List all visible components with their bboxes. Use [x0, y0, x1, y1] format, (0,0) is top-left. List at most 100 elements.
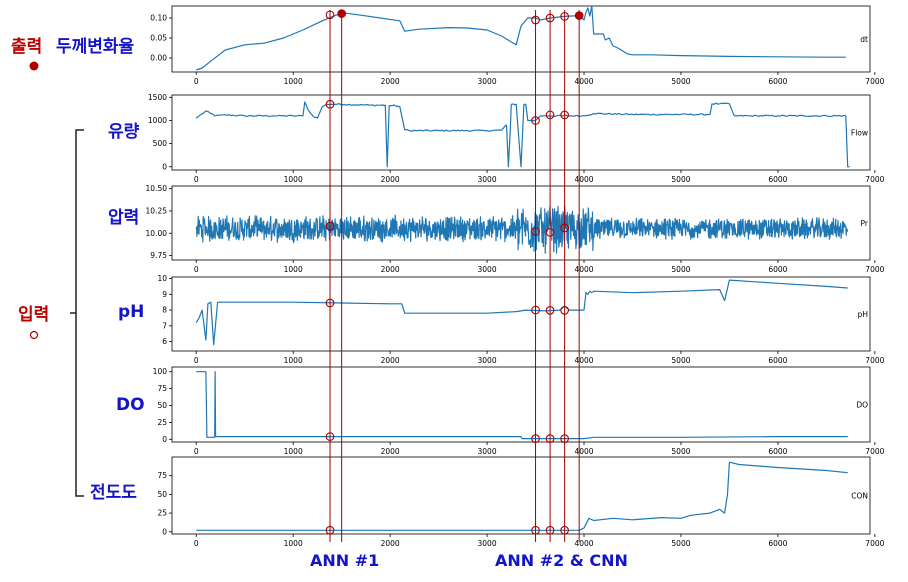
- x-tick-label: 6000: [768, 175, 787, 184]
- series-label-pressure: Pr: [861, 219, 869, 228]
- input-label: 입력: [18, 305, 49, 325]
- plot-area-ph: [195, 279, 848, 346]
- input-label-do: DO: [116, 395, 145, 415]
- input-label-ph: pH: [118, 302, 144, 322]
- y-tick-label: 0: [162, 162, 167, 171]
- x-tick-label: 1000: [284, 77, 303, 86]
- series-label-conductivity: CON: [851, 492, 868, 501]
- y-tick-label: 9.75: [150, 251, 167, 260]
- x-tick-label: 7000: [865, 175, 884, 184]
- y-tick-label: 0.10: [150, 14, 167, 23]
- data-line-ph: [195, 279, 848, 346]
- x-tick-label: 7000: [865, 77, 884, 86]
- x-tick-label: 2000: [381, 175, 400, 184]
- x-tick-label: 1000: [284, 356, 303, 365]
- input-label-conductivity: 전도도: [90, 483, 137, 503]
- y-tick-label: 7: [162, 321, 167, 330]
- x-tick-label: 1000: [284, 447, 303, 456]
- input-label-pressure: 압력: [108, 207, 139, 228]
- data-line-do: [196, 371, 848, 440]
- data-line-pressure: [195, 205, 849, 254]
- y-tick-label: 25: [157, 509, 167, 518]
- x-tick-label: 5000: [671, 447, 690, 456]
- series-label-flow: Flow: [851, 129, 868, 138]
- axes-frame-flow: [171, 94, 871, 171]
- y-tick-label: 25: [157, 418, 167, 427]
- x-tick-label: 6000: [768, 265, 787, 274]
- x-tick-label: 4000: [574, 356, 593, 365]
- plot-area-dt: [196, 6, 846, 71]
- ann1-label: ANN #1: [310, 551, 379, 570]
- y-tick-label: 75: [157, 471, 167, 480]
- x-tick-label: 7000: [865, 265, 884, 274]
- axes-frame-pressure: [171, 185, 871, 261]
- panel-conductivity: 0 1000 2000 3000 4000 5000 6000 7000 0 25 50 75 CON: [157, 456, 885, 548]
- y-tick-label: 0.05: [150, 34, 167, 43]
- x-tick-label: 5000: [671, 175, 690, 184]
- x-tick-label: 5000: [671, 77, 690, 86]
- x-tick-label: 0: [194, 175, 199, 184]
- x-tick-label: 5000: [671, 265, 690, 274]
- axes-frame-conductivity: [171, 456, 871, 535]
- input-label-flow: 유량: [108, 122, 140, 142]
- y-tick-label: 10: [157, 274, 167, 283]
- x-tick-label: 3000: [478, 539, 497, 548]
- x-tick-label: 2000: [381, 356, 400, 365]
- series-label-ph: pH: [858, 310, 868, 319]
- data-line-flow: [195, 101, 850, 168]
- y-tick-label: 10.50: [146, 184, 168, 193]
- x-tick-label: 1000: [284, 539, 303, 548]
- y-tick-label: 8: [162, 306, 167, 315]
- x-tick-label: 0: [194, 356, 199, 365]
- panel-pressure: 0 1000 2000 3000 4000 5000 6000 7000 9.75 10.00 10…: [146, 184, 885, 274]
- x-tick-label: 4000: [574, 265, 593, 274]
- x-tick-label: 0: [194, 447, 199, 456]
- x-tick-label: 0: [194, 265, 199, 274]
- x-tick-label: 0: [194, 77, 199, 86]
- plot-area-conductivity: [196, 461, 848, 531]
- x-tick-label: 7000: [865, 539, 884, 548]
- x-tick-label: 5000: [671, 356, 690, 365]
- output-name-label: 두께변화율: [56, 37, 135, 57]
- output-label: 출력: [11, 37, 42, 57]
- x-tick-label: 7000: [865, 447, 884, 456]
- plot-area-do: [196, 371, 848, 440]
- x-tick-label: 2000: [381, 265, 400, 274]
- y-tick-label: 100: [153, 367, 168, 376]
- panel-do: 0 1000 2000 3000 4000 5000 6000 7000 0 25 50 75 100 D…: [153, 366, 885, 456]
- x-tick-label: 1000: [284, 265, 303, 274]
- y-tick-label: 1500: [148, 93, 167, 102]
- output-filled-marker-legend: [29, 61, 39, 71]
- plot-area-pressure: [195, 205, 849, 254]
- series-label-do: DO: [856, 401, 868, 410]
- x-tick-label: 3000: [478, 447, 497, 456]
- axes-frame-dt: [171, 5, 871, 73]
- data-line-dt: [196, 6, 846, 71]
- x-tick-label: 3000: [478, 265, 497, 274]
- y-tick-label: 0.00: [150, 54, 167, 63]
- axes-frame-do: [171, 366, 871, 443]
- input-bracket: [70, 129, 84, 497]
- series-label-dt: dt: [860, 35, 868, 44]
- x-tick-label: 5000: [671, 539, 690, 548]
- x-tick-label: 4000: [574, 539, 593, 548]
- x-tick-label: 6000: [768, 356, 787, 365]
- panel-flow: 0 1000 2000 3000 4000 5000 6000 7000 0 500 1000 150…: [148, 93, 885, 184]
- panel-dt: 0 1000 2000 3000 4000 5000 6000 7000 0.00 0.05 0.1…: [150, 5, 885, 86]
- x-tick-label: 1000: [284, 175, 303, 184]
- y-tick-label: 10.25: [146, 206, 168, 215]
- y-tick-label: 500: [153, 139, 168, 148]
- panel-ph: 0 1000 2000 3000 4000 5000 6000 7000 6 7 8 9 10 pH: [157, 274, 884, 365]
- x-tick-label: 2000: [381, 77, 400, 86]
- data-line-conductivity: [196, 461, 848, 531]
- x-tick-label: 6000: [768, 447, 787, 456]
- x-tick-label: 0: [194, 539, 199, 548]
- y-tick-label: 1000: [148, 116, 167, 125]
- axes-frame-ph: [171, 276, 871, 352]
- x-tick-label: 3000: [478, 175, 497, 184]
- y-tick-label: 0: [162, 527, 167, 536]
- x-tick-label: 2000: [381, 447, 400, 456]
- y-tick-label: 0: [162, 435, 167, 444]
- ann2-cnn-label: ANN #2 & CNN: [495, 551, 628, 570]
